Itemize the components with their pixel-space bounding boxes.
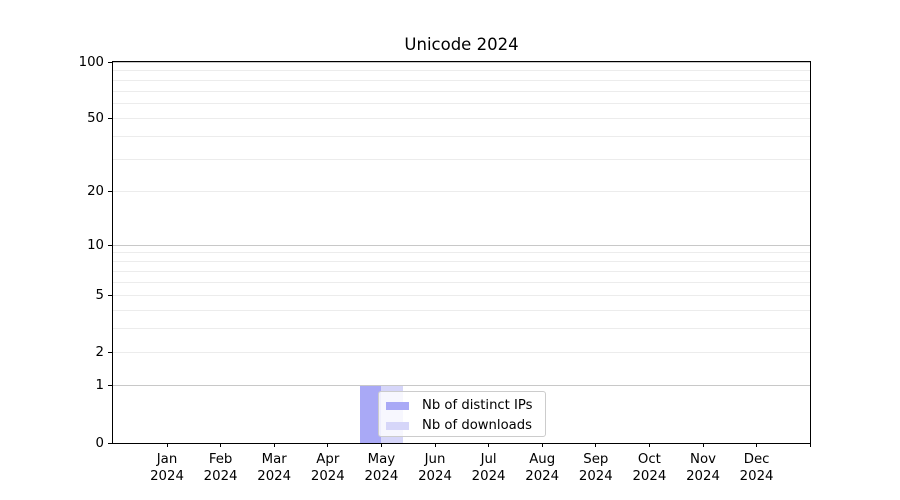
x-tick-month: Feb (208, 452, 233, 467)
y-tick-mark (108, 191, 112, 193)
x-tick-year: 2024 (364, 468, 399, 484)
gridline-major (113, 244, 810, 246)
gridline-minor (113, 252, 810, 254)
x-tick-month: Aug (529, 452, 556, 467)
x-tick-year: 2024 (739, 468, 774, 484)
x-tick-year: 2024 (686, 468, 720, 484)
x-tick-year: 2024 (525, 468, 560, 484)
y-tick-label: 2 (95, 344, 104, 360)
x-tick-mark (648, 443, 650, 447)
x-tick-month: May (367, 452, 396, 467)
x-tick-month: Jan (156, 452, 178, 467)
x-tick-label: Dec 2024 (725, 452, 789, 485)
gridline-minor (113, 90, 810, 92)
x-tick-month: Jul (480, 452, 497, 467)
x-tick-mark (166, 443, 168, 447)
x-tick-month: Sep (583, 452, 609, 467)
legend-label: Nb of downloads (422, 418, 532, 433)
gridline-minor (113, 270, 810, 272)
legend-item: Nb of downloads (386, 416, 545, 436)
x-tick-label: Jan 2024 (135, 452, 199, 485)
y-tick-mark (108, 244, 112, 246)
y-tick-label: 100 (78, 54, 104, 70)
y-tick-mark (108, 294, 112, 296)
gridline-minor (113, 309, 810, 311)
y-tick-label: 1 (95, 378, 104, 394)
gridline-minor (113, 294, 810, 296)
x-tick-label: Nov 2024 (671, 452, 735, 485)
x-tick-mark (702, 443, 704, 447)
x-tick-mark (809, 443, 811, 447)
y-tick-mark (108, 61, 112, 63)
gridline-minor (113, 117, 810, 119)
x-tick-month: Nov (690, 452, 716, 467)
x-axis: Jan 2024 Feb 2024 Mar 2024 Apr 2024 May 2024 Jun 20… (113, 62, 811, 484)
x-tick-year: 2024 (578, 468, 613, 484)
x-tick-label: Apr 2024 (296, 452, 360, 485)
x-tick-year: 2024 (418, 468, 452, 484)
x-tick-mark (273, 443, 275, 447)
gridline-minor (113, 103, 810, 105)
gridlines-layer (113, 61, 810, 443)
gridline-minor (113, 79, 810, 81)
y-tick-mark (108, 385, 112, 387)
x-tick-label: Aug 2024 (510, 452, 574, 485)
x-tick-year: 2024 (471, 468, 506, 484)
y-tick-label: 50 (87, 110, 104, 126)
gridline-minor (113, 261, 810, 263)
gridline-minor (113, 159, 810, 160)
x-tick-year: 2024 (150, 468, 184, 484)
legend: Nb of distinct IPs Nb of downloads (378, 391, 546, 437)
x-tick-year: 2024 (310, 468, 345, 484)
x-tick-mark (327, 443, 329, 447)
y-tick-mark (108, 117, 112, 119)
bar-distinct-ips (359, 385, 382, 443)
y-tick-label: 5 (95, 287, 104, 303)
legend-item: Nb of distinct IPs (386, 396, 545, 416)
x-tick-label: Oct 2024 (617, 452, 681, 485)
x-tick-label: Sep 2024 (564, 452, 628, 485)
gridline-minor (113, 70, 810, 72)
y-tick-mark (108, 442, 112, 444)
x-tick-month: Apr (316, 452, 340, 467)
x-tick-month: Mar (261, 452, 287, 467)
x-tick-mark (434, 443, 436, 447)
x-tick-mark (380, 443, 382, 447)
gridline-minor (113, 191, 810, 193)
x-tick-label: May 2024 (349, 452, 413, 485)
gridline-major (113, 385, 810, 387)
y-tick-label: 10 (87, 237, 104, 253)
legend-swatch (386, 401, 409, 411)
chart-title: Unicode 2024 (404, 35, 519, 54)
plot-area: 0 1 2 5 10 20 50 100 Jan 2024 Feb 2024 Mar 2024 Apr 20… (79, 55, 811, 484)
y-axis: 0 1 2 5 10 20 50 100 (79, 55, 810, 451)
gridline-minor (113, 328, 810, 330)
x-tick-month: Oct (637, 452, 661, 467)
x-tick-mark (756, 443, 758, 447)
x-tick-year: 2024 (257, 468, 292, 484)
legend-label: Nb of distinct IPs (422, 398, 533, 413)
gridline-major (113, 61, 810, 63)
x-tick-month: Dec (743, 452, 770, 467)
x-tick-year: 2024 (632, 468, 667, 484)
gridline-minor (113, 351, 810, 353)
x-tick-mark (488, 443, 490, 447)
x-tick-month: Jun (424, 452, 446, 467)
x-tick-label: Jul 2024 (457, 452, 521, 485)
x-tick-year: 2024 (203, 468, 238, 484)
x-tick-label: Feb 2024 (189, 452, 253, 485)
gridline-minor (113, 281, 810, 283)
x-tick-label: Jun 2024 (403, 452, 467, 485)
legend-swatch (386, 421, 409, 431)
x-tick-label: Mar 2024 (242, 452, 306, 485)
y-tick-mark (108, 351, 112, 353)
y-tick-label: 20 (87, 184, 104, 200)
x-tick-mark (595, 443, 597, 447)
x-tick-mark (541, 443, 543, 447)
y-tick-label: 0 (95, 435, 104, 451)
x-tick-mark (220, 443, 222, 447)
gridline-minor (113, 135, 810, 137)
